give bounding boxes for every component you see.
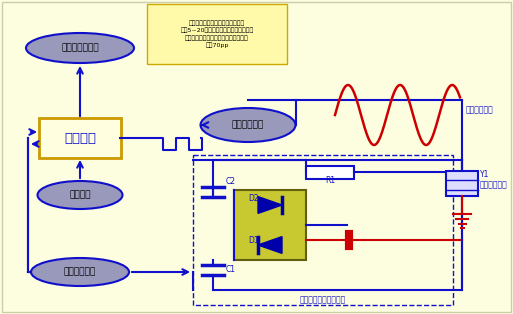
Text: Y1: Y1	[480, 170, 489, 179]
Text: 电源电路: 电源电路	[69, 191, 91, 199]
Text: 收发一体探头隔离电路: 收发一体探头隔离电路	[300, 295, 346, 305]
Text: R1: R1	[325, 176, 335, 185]
Text: C1: C1	[226, 265, 236, 274]
Text: 根据换能器的频率和实际工作需求
产生5~20个周期的脉冲信号，信号的频
率必须与换能器的频率相符，信号的幅
度为70pp: 根据换能器的频率和实际工作需求 产生5~20个周期的脉冲信号，信号的频 率必须与…	[181, 20, 253, 48]
Text: D1: D1	[248, 236, 259, 245]
FancyBboxPatch shape	[39, 118, 121, 158]
Bar	[193, 155, 453, 305]
Text: 接收放大电路: 接收放大电路	[64, 268, 96, 277]
Bar	[306, 165, 354, 178]
Bar	[234, 190, 306, 260]
Bar	[446, 171, 478, 196]
Ellipse shape	[37, 181, 123, 209]
Ellipse shape	[31, 258, 129, 286]
Polygon shape	[258, 237, 282, 253]
FancyBboxPatch shape	[147, 4, 287, 64]
Ellipse shape	[201, 108, 295, 142]
Polygon shape	[258, 197, 282, 214]
Text: 脉冲放大电路: 脉冲放大电路	[232, 121, 264, 129]
Text: D2: D2	[248, 194, 259, 203]
Text: 产生高压脉冲: 产生高压脉冲	[466, 106, 494, 115]
Text: 超声波换能器: 超声波换能器	[480, 180, 508, 189]
Text: 控制中心: 控制中心	[64, 132, 96, 144]
Text: C2: C2	[226, 177, 236, 186]
Text: 显示或输出电路: 显示或输出电路	[61, 44, 99, 52]
Ellipse shape	[26, 33, 134, 63]
